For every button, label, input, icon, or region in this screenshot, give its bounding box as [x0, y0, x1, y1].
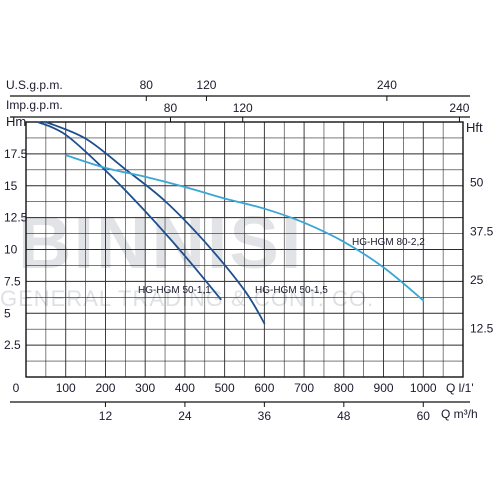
hm-tick-label: 10 — [4, 243, 18, 257]
q-lpm-tick-label: 1000 — [410, 381, 437, 395]
q-lpm-tick-label: 700 — [294, 381, 314, 395]
q-lpm-tick-label: 900 — [374, 381, 394, 395]
q-lpm-axis-title: Q l/1' — [446, 381, 474, 395]
hm-tick-label: 12.5 — [4, 211, 28, 225]
q-m3h-tick-label: 48 — [337, 409, 351, 423]
curve-label-80-2-2: HG-HGM 80-2,2 — [352, 237, 425, 248]
curve-label-50-1-1: HG-HGM 50-1,1 — [138, 285, 211, 296]
hm-tick-label: 2.5 — [4, 338, 21, 352]
us-gpm-tick-label: 80 — [140, 78, 154, 92]
plot-frame — [25, 121, 464, 378]
hm-tick-label: 15 — [4, 179, 18, 193]
hft-tick-label: 25 — [470, 273, 484, 287]
q-m3h-tick-label: 24 — [178, 409, 192, 423]
curve-series-3 — [64, 154, 425, 302]
hft-tick-label: 50 — [470, 176, 484, 190]
curve-series-2 — [45, 121, 266, 325]
watermark-subtext: GENERAL TRADING & CONT. CO. — [0, 286, 374, 311]
q-lpm-tick-label: 200 — [95, 381, 115, 395]
imp-gpm-tick-label: 80 — [164, 101, 178, 115]
imp-gpm-tick-label: 120 — [233, 101, 253, 115]
q-lpm-tick-label: 600 — [254, 381, 274, 395]
q-lpm-tick-label: 100 — [56, 381, 76, 395]
hft-axis-title: Hft — [466, 120, 483, 135]
q-lpm-tick-label: 0 — [13, 381, 20, 395]
hm-axis-title: Hm — [6, 114, 26, 129]
hm-tick-label: 5 — [4, 306, 11, 320]
hm-tick-label: 17.5 — [4, 147, 28, 161]
q-m3h-tick-label: 36 — [258, 409, 272, 423]
q-lpm-tick-label: 300 — [135, 381, 155, 395]
us-gpm-tick-label: 120 — [196, 78, 216, 92]
q-m3h-tick-label: 60 — [417, 409, 431, 423]
q-lpm-tick-label: 400 — [175, 381, 195, 395]
hm-tick-label: 7.5 — [4, 274, 21, 288]
imp-gpm-tick-label: 240 — [449, 101, 469, 115]
chart-labels: U.S.g.p.m. Imp.g.p.m. Hm Hft Q l/1' Q m³… — [4, 78, 494, 423]
chart-grid — [10, 95, 470, 407]
watermark-text: BINNISI — [18, 201, 303, 284]
us-gpm-axis-title: U.S.g.p.m. — [6, 78, 63, 92]
q-m3h-axis-title: Q m³/h — [441, 407, 478, 421]
curve-label-50-1-5: HG-HGM 50-1,5 — [255, 285, 328, 296]
hft-tick-label: 37.5 — [470, 224, 494, 238]
curve-series-1 — [37, 121, 222, 301]
hft-tick-label: 12.5 — [470, 321, 494, 335]
us-gpm-tick-label: 240 — [377, 78, 397, 92]
imp-gpm-axis-title: Imp.g.p.m. — [6, 98, 63, 112]
q-lpm-tick-label: 500 — [215, 381, 235, 395]
q-lpm-tick-label: 800 — [334, 381, 354, 395]
watermark: BINNISI GENERAL TRADING & CONT. CO. — [0, 201, 374, 311]
q-m3h-tick-label: 12 — [99, 409, 113, 423]
chart-curves — [37, 121, 425, 325]
